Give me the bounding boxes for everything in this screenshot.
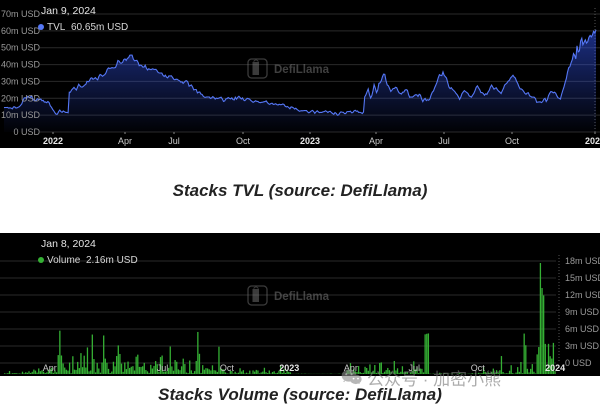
svg-text:60.65m USD: 60.65m USD [71,22,128,33]
svg-text:Apr: Apr [118,136,132,146]
svg-text:Apr: Apr [43,363,57,373]
svg-text:DefiLlama: DefiLlama [274,291,330,303]
svg-text:60m USD: 60m USD [1,26,41,36]
svg-text:0 USD: 0 USD [13,127,40,137]
svg-text:12m USD: 12m USD [565,290,600,300]
svg-text:15m USD: 15m USD [565,273,600,283]
svg-text:Jul: Jul [168,136,180,146]
svg-text:Oct: Oct [505,136,520,146]
svg-text:30m USD: 30m USD [1,76,41,86]
svg-text:TVL: TVL [47,22,66,33]
svg-text:DefiLlama: DefiLlama [274,64,330,76]
svg-text:Jul: Jul [438,136,450,146]
svg-text:70m USD: 70m USD [1,9,41,19]
svg-text:2023: 2023 [279,363,299,373]
svg-text:2.16m USD: 2.16m USD [86,255,138,266]
svg-text:2024: 2024 [585,136,600,146]
svg-text:Oct: Oct [220,363,235,373]
svg-text:9m USD: 9m USD [565,307,600,317]
svg-text:Oct: Oct [236,136,251,146]
svg-text:40m USD: 40m USD [1,60,41,70]
svg-text:2022: 2022 [43,136,63,146]
svg-text:2023: 2023 [300,136,320,146]
svg-text:50m USD: 50m USD [1,43,41,53]
svg-text:Jan 9, 2024: Jan 9, 2024 [41,5,96,17]
svg-text:Apr: Apr [369,136,383,146]
svg-text:10m USD: 10m USD [1,110,41,120]
svg-text:Jan 8, 2024: Jan 8, 2024 [41,238,96,250]
svg-text:3m USD: 3m USD [565,341,600,351]
svg-text:Volume: Volume [47,255,81,266]
svg-text:20m USD: 20m USD [1,93,41,103]
svg-text:18m USD: 18m USD [565,256,600,266]
svg-text:6m USD: 6m USD [565,324,600,334]
svg-text:Jul: Jul [157,363,169,373]
